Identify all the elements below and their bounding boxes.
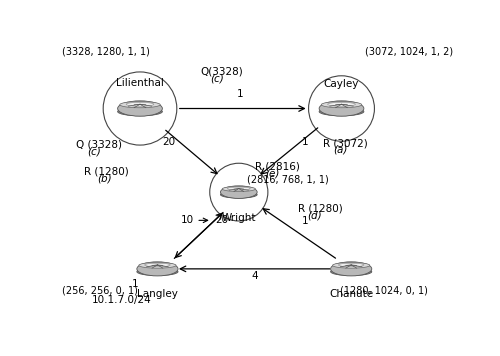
- Text: 10: 10: [181, 215, 194, 225]
- Ellipse shape: [118, 101, 162, 116]
- Text: 20: 20: [215, 215, 228, 225]
- Text: (1280, 1024, 0, 1): (1280, 1024, 0, 1): [340, 285, 428, 295]
- Ellipse shape: [330, 268, 372, 276]
- Text: R (1280): R (1280): [298, 204, 343, 214]
- Ellipse shape: [228, 187, 250, 190]
- Text: (c): (c): [210, 74, 224, 84]
- Ellipse shape: [338, 263, 364, 267]
- Text: (2816, 768, 1, 1): (2816, 768, 1, 1): [246, 175, 328, 185]
- Ellipse shape: [322, 101, 362, 108]
- Ellipse shape: [328, 103, 355, 106]
- Text: R (2816): R (2816): [256, 162, 300, 172]
- Text: R (3072): R (3072): [323, 138, 368, 148]
- Text: 10.1.7.0/24: 10.1.7.0/24: [92, 295, 152, 305]
- Text: 1: 1: [132, 279, 138, 289]
- Ellipse shape: [220, 191, 257, 198]
- Ellipse shape: [118, 108, 162, 116]
- Text: 1: 1: [236, 89, 244, 99]
- Ellipse shape: [220, 186, 257, 198]
- Text: (e): (e): [266, 168, 280, 178]
- Text: 4: 4: [252, 271, 258, 281]
- Text: (3072, 1024, 1, 2): (3072, 1024, 1, 2): [365, 47, 453, 57]
- Ellipse shape: [126, 103, 154, 106]
- Ellipse shape: [144, 263, 170, 267]
- Text: 1: 1: [302, 216, 308, 226]
- Text: (a): (a): [333, 145, 347, 155]
- Ellipse shape: [319, 101, 364, 116]
- Text: Chanute: Chanute: [329, 289, 373, 299]
- Ellipse shape: [330, 262, 372, 276]
- Ellipse shape: [137, 262, 178, 276]
- Text: Q (3328): Q (3328): [76, 140, 122, 150]
- Text: (d): (d): [308, 210, 322, 220]
- Text: 20: 20: [162, 137, 175, 147]
- Ellipse shape: [222, 187, 256, 192]
- Text: R (1280): R (1280): [84, 167, 128, 177]
- Ellipse shape: [139, 262, 176, 268]
- Text: (3328, 1280, 1, 1): (3328, 1280, 1, 1): [62, 47, 150, 57]
- Text: (b): (b): [98, 173, 112, 183]
- Text: 1: 1: [302, 137, 308, 147]
- Ellipse shape: [332, 262, 370, 268]
- Ellipse shape: [120, 101, 160, 108]
- Text: Cayley: Cayley: [324, 79, 359, 89]
- Ellipse shape: [319, 108, 364, 116]
- Ellipse shape: [137, 268, 178, 276]
- Text: Q(3328): Q(3328): [200, 67, 243, 77]
- Text: (c): (c): [88, 146, 102, 156]
- Text: Wright: Wright: [222, 213, 256, 222]
- Text: Langley: Langley: [137, 289, 178, 299]
- Text: (256, 256, 0, 1): (256, 256, 0, 1): [62, 285, 138, 295]
- Text: Lilienthal: Lilienthal: [116, 78, 164, 88]
